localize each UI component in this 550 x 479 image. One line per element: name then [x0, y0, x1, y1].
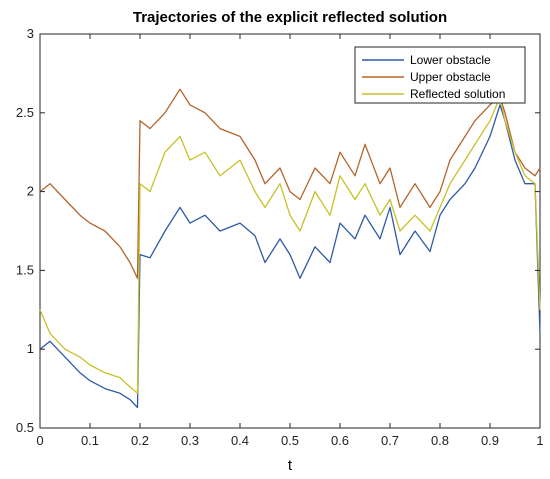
y-tick-label: 3 [27, 26, 34, 41]
x-tick-label: 0.1 [81, 433, 99, 448]
y-tick-label: 2 [27, 184, 34, 199]
chart-title: Trajectories of the explicit reflected s… [133, 9, 447, 26]
x-tick-label: 0.3 [181, 433, 199, 448]
y-tick-label: 1.5 [16, 262, 34, 277]
x-tick-label: 0.2 [131, 433, 149, 448]
legend-label: Reflected solution [410, 87, 505, 101]
y-tick-label: 2.5 [16, 105, 34, 120]
series-line-lower-obstacle [39, 104, 541, 409]
x-tick-label: 0.9 [481, 433, 499, 448]
legend: Lower obstacle Upper obstacle Reflected so… [354, 46, 526, 104]
x-tick-label: 0.5 [281, 433, 299, 448]
y-axis: 0.5 1 1.5 2 2.5 3 [16, 26, 540, 435]
x-axis-label: t [288, 457, 293, 474]
y-tick-label: 1 [27, 341, 34, 356]
x-tick-label: 0.7 [381, 433, 399, 448]
legend-label: Lower obstacle [410, 53, 491, 67]
x-tick-label: 0 [36, 433, 43, 448]
x-tick-label: 1 [536, 433, 543, 448]
y-tick-label: 0.5 [16, 420, 34, 435]
legend-label: Upper obstacle [410, 70, 491, 84]
x-tick-label: 0.8 [431, 433, 449, 448]
x-tick-label: 0.4 [231, 433, 249, 448]
x-tick-label: 0.6 [331, 433, 349, 448]
series-line-reflected-solution [39, 96, 541, 394]
series-line-upper-obstacle [39, 88, 541, 279]
x-axis: 0 0.1 0.2 0.3 0.4 0.5 0.6 0.7 0.8 0.9 1 [36, 34, 544, 448]
series-layer [39, 88, 541, 409]
